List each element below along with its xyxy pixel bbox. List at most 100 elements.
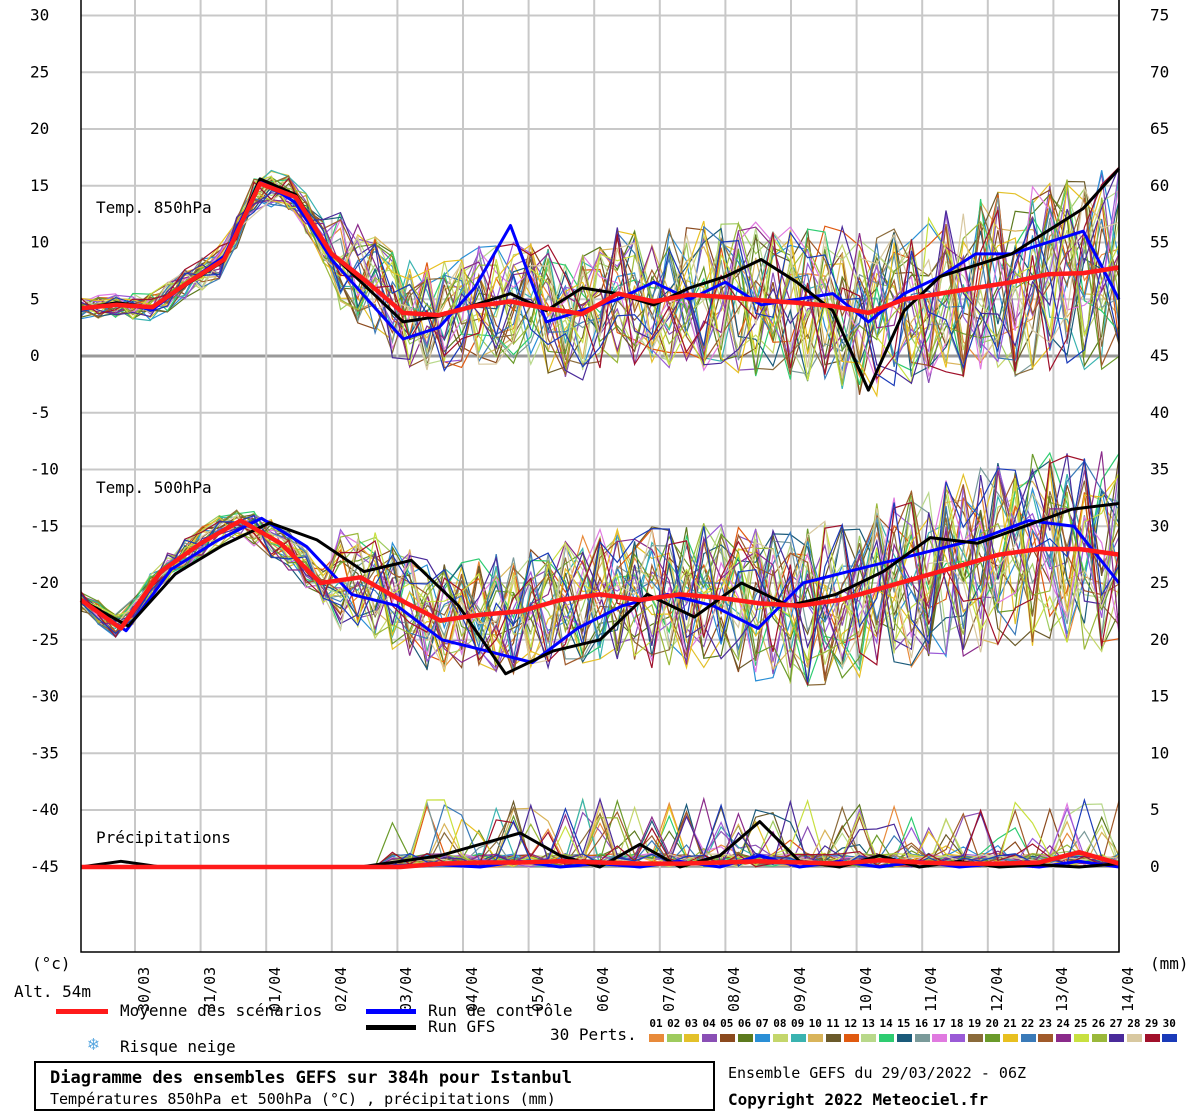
x-date-label: 12/04 <box>987 966 1006 1012</box>
pert-line-850 <box>80 190 1120 387</box>
right-tick-label: 55 <box>1150 233 1169 252</box>
pert-id-label: 05 <box>720 1017 734 1030</box>
legend-mean-label: Moyenne des scénarios <box>120 1001 323 1020</box>
x-date-label: 07/04 <box>659 966 678 1012</box>
left-tick-label: 10 <box>30 233 49 252</box>
x-date-label: 11/04 <box>922 966 941 1012</box>
pert-color-swatch <box>914 1034 930 1042</box>
pert-id-label: 11 <box>826 1017 840 1030</box>
pert-id-label: 27 <box>1109 1017 1123 1030</box>
pert-color-swatch <box>1003 1034 1018 1042</box>
pert-color-swatch <box>1091 1034 1107 1042</box>
pert-line-500 <box>80 458 1120 683</box>
legend-gfs-swatch <box>366 1025 416 1030</box>
pert-color-swatch <box>985 1034 1001 1042</box>
left-tick-label: 15 <box>30 176 49 195</box>
pert-id-label: 01 <box>649 1017 663 1030</box>
legend-control-swatch <box>366 1009 416 1014</box>
x-date-label: 02/04 <box>331 966 350 1012</box>
pert-color-swatch <box>737 1034 753 1042</box>
left-unit-label: (°c) <box>32 954 71 973</box>
pert-id-label: 24 <box>1056 1017 1070 1030</box>
left-tick-label: -10 <box>30 460 59 479</box>
x-date-label: 06/04 <box>594 966 613 1012</box>
left-tick-label: -45 <box>30 857 59 876</box>
pert-color-swatch <box>843 1034 859 1042</box>
pert-color-swatch <box>879 1034 895 1042</box>
pert-line-500 <box>80 492 1120 671</box>
mean-line-850 <box>80 181 1120 318</box>
left-tick-label: 30 <box>30 6 49 25</box>
pert-color-swatch <box>826 1034 841 1042</box>
panel-label-precip: Précipitations <box>96 828 231 847</box>
pert-color-swatch <box>949 1034 965 1042</box>
x-date-label: 08/04 <box>725 966 744 1012</box>
pert-id-label: 21 <box>1003 1017 1017 1030</box>
pert-id-label: 22 <box>1021 1017 1035 1030</box>
pert-id-label: 09 <box>790 1017 805 1030</box>
pert-id-label: 12 <box>844 1017 858 1030</box>
legend-gfs-label: Run GFS <box>428 1017 496 1036</box>
chart-title: Diagramme des ensembles GEFS sur 384h po… <box>50 1068 572 1088</box>
pert-id-label: 14 <box>879 1017 893 1030</box>
pert-line-850 <box>80 185 1120 379</box>
pert-id-label: 13 <box>861 1017 876 1030</box>
right-tick-label: 65 <box>1150 119 1169 138</box>
right-tick-label: 20 <box>1150 630 1169 649</box>
pert-line-850 <box>80 180 1120 378</box>
perturbation-series <box>80 166 1120 869</box>
x-date-label: 13/04 <box>1053 966 1072 1012</box>
right-tick-label: 35 <box>1150 460 1169 479</box>
panel-label-t850: Temp. 850hPa <box>96 198 212 217</box>
right-tick-label: 70 <box>1150 62 1169 81</box>
pert-line-500 <box>80 491 1120 666</box>
left-tick-label: 25 <box>30 62 49 81</box>
pert-color-swatch <box>666 1034 682 1042</box>
right-tick-label: 5 <box>1150 800 1160 819</box>
pert-color-swatch <box>1056 1034 1072 1042</box>
right-tick-label: 10 <box>1150 743 1169 762</box>
copyright: Copyright 2022 Meteociel.fr <box>728 1090 989 1109</box>
pert-id-label: 06 <box>737 1017 752 1030</box>
main-series <box>79 167 1121 870</box>
right-tick-label: 30 <box>1150 516 1169 535</box>
pert-id-label: 20 <box>985 1017 999 1030</box>
pert-id-label: 28 <box>1127 1017 1141 1030</box>
pert-color-swatch <box>1038 1034 1054 1042</box>
pert-id-label: 10 <box>808 1017 822 1030</box>
pert-color-swatch <box>1162 1034 1178 1042</box>
pert-line-850 <box>80 175 1120 386</box>
legend-perts-label: 30 Perts. <box>550 1025 637 1044</box>
pert-color-swatch <box>790 1034 806 1042</box>
left-tick-label: -5 <box>30 403 49 422</box>
legend-control-label: Run de contrôle <box>428 1001 573 1020</box>
x-date-label: 10/04 <box>856 966 875 1012</box>
pert-line-500 <box>80 451 1120 688</box>
right-tick-label: 15 <box>1150 687 1169 706</box>
pert-color-swatch <box>1073 1034 1089 1042</box>
altitude-label: Alt. 54m <box>14 982 92 1001</box>
pert-id-label: 29 <box>1144 1017 1159 1030</box>
legend-mean-swatch <box>56 1009 108 1014</box>
pert-line-500 <box>80 480 1120 673</box>
pert-line-850 <box>80 166 1120 381</box>
legend-snow-label: Risque neige <box>120 1037 236 1056</box>
pert-color-swatch <box>1020 1034 1036 1042</box>
pert-color-swatch <box>861 1034 877 1042</box>
chart-subtitle: Températures 850hPa et 500hPa (°C) , pré… <box>50 1090 556 1108</box>
pert-line-850 <box>80 178 1120 386</box>
left-tick-label: 20 <box>30 119 49 138</box>
pert-line-500 <box>80 469 1120 686</box>
right-tick-label: 45 <box>1150 346 1169 365</box>
left-tick-label: 5 <box>30 289 40 308</box>
left-tick-label: -25 <box>30 630 59 649</box>
chart-grid <box>81 0 1120 952</box>
pert-id-label: 19 <box>967 1017 982 1030</box>
pert-id-label: 07 <box>755 1017 769 1030</box>
pert-line-850 <box>80 166 1120 385</box>
mean-line-precip <box>81 849 1120 870</box>
pert-id-label: 26 <box>1091 1017 1106 1030</box>
left-tick-label: -15 <box>30 516 59 535</box>
right-tick-label: 0 <box>1150 857 1160 876</box>
pert-id-label: 17 <box>932 1017 946 1030</box>
